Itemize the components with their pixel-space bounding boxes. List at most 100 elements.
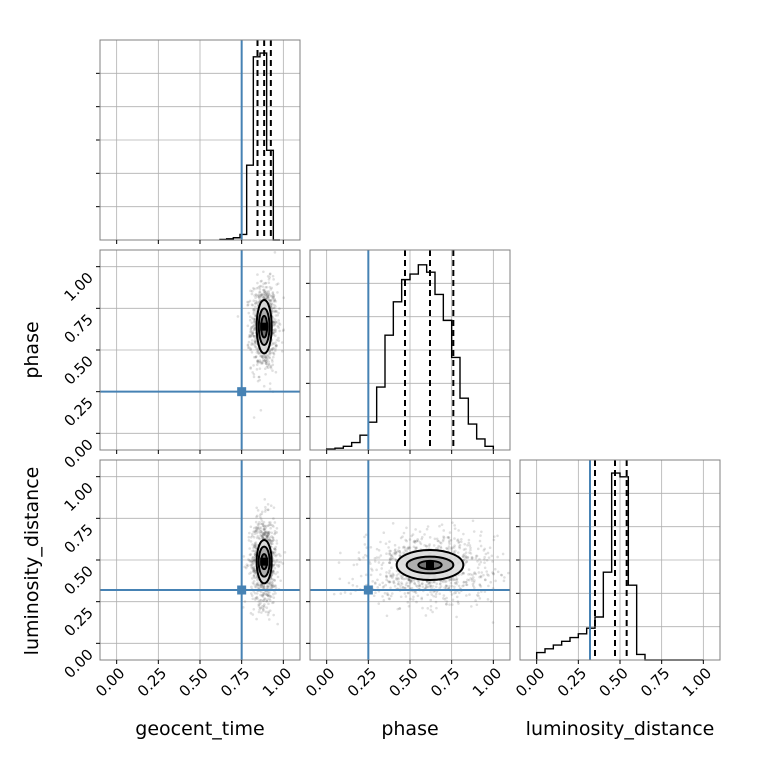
sample-point: [267, 532, 271, 536]
sample-point: [252, 567, 255, 571]
sample-point: [277, 552, 281, 556]
sample-point: [249, 335, 252, 339]
sample-point: [266, 598, 269, 601]
sample-point: [244, 566, 248, 570]
sample-point: [273, 298, 277, 302]
sample-point: [391, 576, 394, 580]
sample-point: [276, 282, 280, 285]
sample-point: [267, 278, 271, 281]
sample-point: [406, 591, 410, 595]
sample-point: [456, 551, 460, 554]
ylabel-phase: phase: [21, 321, 43, 378]
sample-point: [424, 583, 428, 587]
sample-point: [483, 566, 487, 570]
sample-point: [253, 598, 257, 601]
sample-point: [464, 547, 467, 551]
sample-point: [388, 561, 391, 564]
sample-point: [413, 590, 417, 594]
sample-point: [272, 321, 275, 324]
sample-point: [418, 541, 422, 544]
y-tick-label-0: 0.00: [60, 435, 96, 471]
sample-point: [262, 384, 266, 388]
y-tick-label-3: 0.75: [60, 310, 96, 346]
sample-point: [256, 581, 260, 584]
sample-point: [252, 573, 256, 577]
sample-point: [463, 542, 467, 546]
sample-point: [249, 553, 253, 556]
sample-point: [271, 321, 275, 324]
sample-point: [254, 550, 257, 553]
sample-point: [455, 615, 458, 619]
sample-point: [418, 584, 422, 587]
sample-point: [385, 575, 388, 579]
sample-point: [265, 357, 269, 360]
sample-point: [264, 294, 268, 297]
sample-point: [253, 532, 257, 536]
sample-point: [397, 549, 400, 552]
sample-point: [373, 581, 377, 584]
sample-point: [271, 581, 274, 584]
contour-0: [260, 314, 269, 339]
sample-point: [270, 577, 273, 581]
sample-point: [465, 583, 469, 587]
y-tick-label-4: 1.00: [60, 269, 96, 305]
sample-point: [451, 603, 454, 606]
sample-point: [260, 293, 263, 297]
sample-point: [381, 595, 384, 598]
sample-point: [252, 574, 256, 578]
sample-point: [465, 560, 469, 563]
sample-point: [255, 294, 258, 297]
sample-point: [264, 526, 268, 530]
sample-point: [251, 549, 254, 553]
sample-point: [258, 285, 262, 288]
sample-point: [434, 585, 438, 589]
sample-point: [252, 324, 256, 327]
sample-point: [393, 543, 397, 547]
sample-point: [272, 517, 275, 520]
sample-point: [469, 546, 472, 550]
sample-point: [254, 541, 258, 544]
sample-point: [264, 360, 267, 363]
sample-point: [383, 591, 387, 595]
sample-point: [413, 581, 416, 585]
sample-point: [424, 614, 428, 617]
sample-point: [269, 351, 273, 355]
sample-point: [253, 317, 256, 321]
sample-point: [391, 592, 394, 595]
sample-point: [391, 572, 395, 576]
sample-point: [268, 591, 271, 594]
sample-point: [262, 532, 266, 535]
sample-point: [272, 571, 276, 574]
truth-marker: [237, 585, 247, 595]
sample-point: [398, 607, 401, 610]
sample-point: [389, 549, 393, 553]
sample-point: [476, 547, 480, 551]
sample-point: [272, 563, 276, 567]
sample-point: [257, 521, 261, 524]
sample-point: [384, 542, 388, 545]
sample-point: [255, 286, 259, 290]
sample-point: [473, 579, 476, 582]
sample-point: [258, 378, 261, 382]
sample-point: [248, 334, 252, 338]
sample-point: [264, 505, 267, 509]
sample-point: [442, 594, 446, 597]
sample-point: [410, 579, 413, 583]
sample-point: [252, 559, 256, 563]
sample-point: [464, 561, 467, 565]
x-tick-label-1: 0.25: [554, 664, 590, 700]
sample-point: [501, 552, 505, 556]
sample-point: [469, 548, 472, 552]
sample-point: [271, 291, 275, 294]
sample-point: [471, 573, 474, 577]
sample-point: [261, 586, 264, 589]
sample-point: [381, 586, 385, 589]
sample-point: [252, 299, 256, 303]
sample-point: [448, 531, 452, 534]
sample-point: [273, 560, 276, 563]
sample-point: [263, 510, 267, 513]
sample-point: [483, 547, 487, 551]
sample-point: [254, 543, 257, 546]
sample-point: [440, 523, 444, 526]
sample-point: [249, 367, 252, 370]
